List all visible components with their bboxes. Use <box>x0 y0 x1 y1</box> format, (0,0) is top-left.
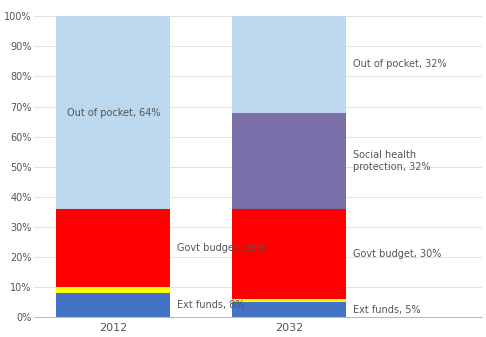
Text: Ext funds, 8%: Ext funds, 8% <box>177 300 245 310</box>
Bar <box>56 16 171 209</box>
Bar <box>232 16 346 113</box>
Text: Govt budget, 26%: Govt budget, 26% <box>177 243 266 253</box>
Bar <box>56 209 171 287</box>
Bar <box>232 209 346 299</box>
Bar <box>56 293 171 317</box>
Bar <box>232 299 346 302</box>
Bar <box>232 113 346 209</box>
Text: Govt budget, 30%: Govt budget, 30% <box>353 249 441 259</box>
Bar <box>232 302 346 317</box>
Text: Out of pocket, 32%: Out of pocket, 32% <box>353 59 447 69</box>
Text: Out of pocket, 64%: Out of pocket, 64% <box>67 108 160 118</box>
Text: Ext funds, 5%: Ext funds, 5% <box>353 305 420 315</box>
Text: Social health
protection, 32%: Social health protection, 32% <box>353 150 431 172</box>
Bar <box>56 287 171 293</box>
